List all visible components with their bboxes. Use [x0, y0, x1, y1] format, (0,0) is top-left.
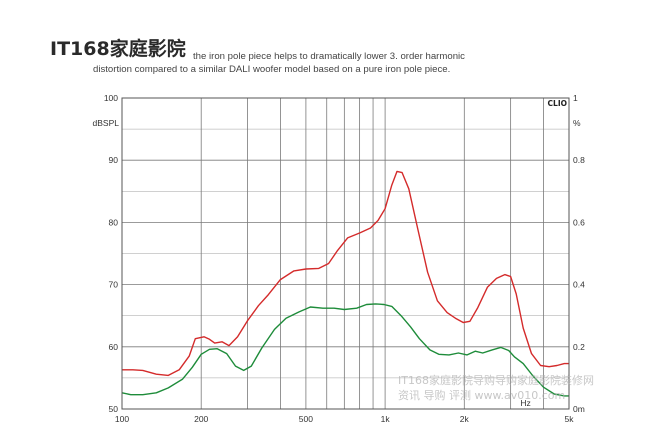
y-tick-label: 90: [109, 155, 119, 165]
axis-labels: 100 200 500 1k 2k 5k Hz 50 60 70 80 90 100 dBSPL 0m 0.2…: [93, 93, 586, 424]
watermark-line-2: 资讯 导购 评测 www.av010.com: [398, 389, 566, 402]
y-tick-label: 70: [109, 280, 119, 290]
x-tick-label: 200: [194, 414, 208, 424]
y2-tick-label: 0.4: [573, 280, 585, 290]
x-tick-label: 100: [115, 414, 129, 424]
plot-frame: [121, 97, 570, 410]
y-tick-label: 50: [109, 404, 119, 414]
caption-line-2: distortion compared to a similar DALI wo…: [93, 64, 451, 75]
x-tick-label: 1k: [381, 414, 391, 424]
y2-tick-label: 0m: [573, 404, 585, 414]
y2-axis-label: %: [573, 118, 581, 128]
series-lines: [121, 170, 569, 397]
y-axis-label: dBSPL: [93, 118, 120, 128]
y2-tick-label: 0.8: [573, 155, 585, 165]
y2-tick-label: 1: [573, 93, 578, 103]
clio-brand-label: CLIO: [548, 99, 567, 108]
y-tick-label: 80: [109, 217, 119, 227]
x-tick-label: 5k: [565, 414, 575, 424]
green-series-line: [121, 303, 569, 397]
y2-tick-label: 0.6: [573, 217, 585, 227]
red-series-line: [122, 170, 569, 377]
y-tick-label: 100: [104, 93, 118, 103]
caption-line-1: the iron pole piece helps to dramaticall…: [193, 51, 465, 62]
grid-lines: [121, 97, 570, 410]
watermark-line-1: IT168家庭影院导购导购家庭影院装修网: [398, 374, 594, 387]
y-tick-label: 60: [109, 342, 119, 352]
y2-tick-label: 0.2: [573, 342, 585, 352]
x-tick-label: 2k: [460, 414, 470, 424]
watermark: IT168家庭影院导购导购家庭影院装修网 资讯 导购 评测 www.av010.…: [398, 373, 594, 403]
site-logo: IT168家庭影院: [50, 38, 186, 60]
x-tick-label: 500: [299, 414, 313, 424]
x-unit-label: Hz: [520, 398, 530, 408]
